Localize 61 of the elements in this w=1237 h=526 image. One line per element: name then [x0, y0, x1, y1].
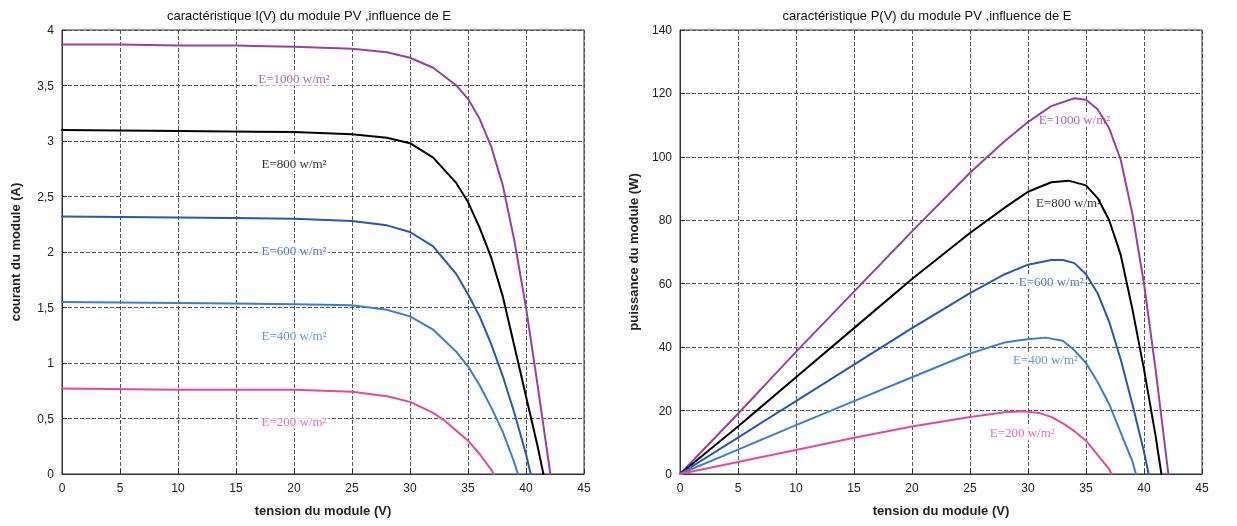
y-tick-label: 4: [47, 23, 55, 37]
series-label: E=200 w/m²: [989, 425, 1055, 441]
x-tick-label: 40: [1137, 481, 1151, 495]
x-tick-label: 5: [734, 481, 742, 495]
line-series: [61, 128, 545, 475]
y-tick-label: 140: [651, 23, 673, 37]
y-tick-label: 100: [651, 149, 673, 164]
y-tick-label: 40: [658, 340, 673, 355]
series-label: E=200 w/m²: [261, 413, 327, 429]
y-tick-label: 0: [47, 467, 55, 481]
x-tick-label: 15: [847, 481, 861, 495]
chart-title: caractéristique I(V) du module PV ,influence de E: [167, 8, 452, 23]
x-tick-label: 25: [345, 481, 359, 495]
x-tick-label: 45: [577, 481, 591, 495]
x-axis-title: tension du module (V): [254, 503, 392, 518]
x-tick-label: 45: [1195, 481, 1209, 495]
x-tick-label: 0: [676, 481, 684, 495]
y-tick-label: 2,5: [37, 189, 55, 204]
y-tick-label: 0: [665, 467, 673, 481]
y-tick-label: 80: [658, 213, 673, 228]
y-tick-label: 1: [47, 356, 55, 370]
line-series: [61, 387, 495, 475]
x-tick-label: 40: [519, 481, 533, 495]
x-axis-title: tension du module (V): [872, 503, 1010, 518]
series-label: E=600 w/m²: [261, 242, 327, 258]
x-tick-label: 20: [287, 481, 301, 495]
chart-title: caractéristique P(V) du module PV ,influence de E: [782, 8, 1072, 23]
line-series: [61, 43, 552, 475]
y-tick-label: 20: [658, 403, 673, 418]
series-label: E=400 w/m²: [1012, 351, 1079, 367]
x-tick-label: 10: [789, 481, 803, 495]
y-axis-title: puissance du module (W): [626, 173, 641, 331]
line-series: [679, 258, 1150, 475]
x-tick-label: 30: [403, 481, 417, 495]
line-series: [679, 410, 1113, 475]
x-tick-label: 30: [1021, 481, 1035, 495]
x-tick-label: 15: [229, 481, 243, 495]
x-tick-label: 25: [963, 481, 977, 495]
x-tick-label: 0: [58, 481, 66, 495]
y-tick-label: 120: [651, 86, 673, 101]
line-series: [61, 300, 519, 475]
series-label: E=1000 w/m²: [258, 70, 330, 86]
x-tick-label: 10: [171, 481, 185, 495]
line-series: [679, 179, 1163, 475]
x-tick-label: 35: [1079, 481, 1093, 495]
y-tick-label: 1,5: [37, 300, 55, 315]
y-axis-title: courant du module (A): [8, 182, 23, 322]
y-tick-label: 0,5: [37, 411, 55, 426]
x-tick-label: 20: [905, 481, 919, 495]
line-series: [679, 97, 1170, 475]
y-tick-label: 3,5: [37, 78, 55, 93]
y-tick-label: 60: [658, 276, 673, 291]
y-tick-label: 3: [47, 134, 55, 148]
x-tick-label: 35: [461, 481, 475, 495]
x-tick-label: 5: [116, 481, 124, 495]
series-label: E=400 w/m²: [261, 328, 327, 344]
y-tick-label: 2: [47, 245, 55, 259]
line-series: [679, 336, 1137, 475]
line-series: [61, 215, 532, 475]
series-label: E=600 w/m²: [1018, 273, 1084, 289]
series-label: E=800 w/m²: [261, 156, 327, 172]
